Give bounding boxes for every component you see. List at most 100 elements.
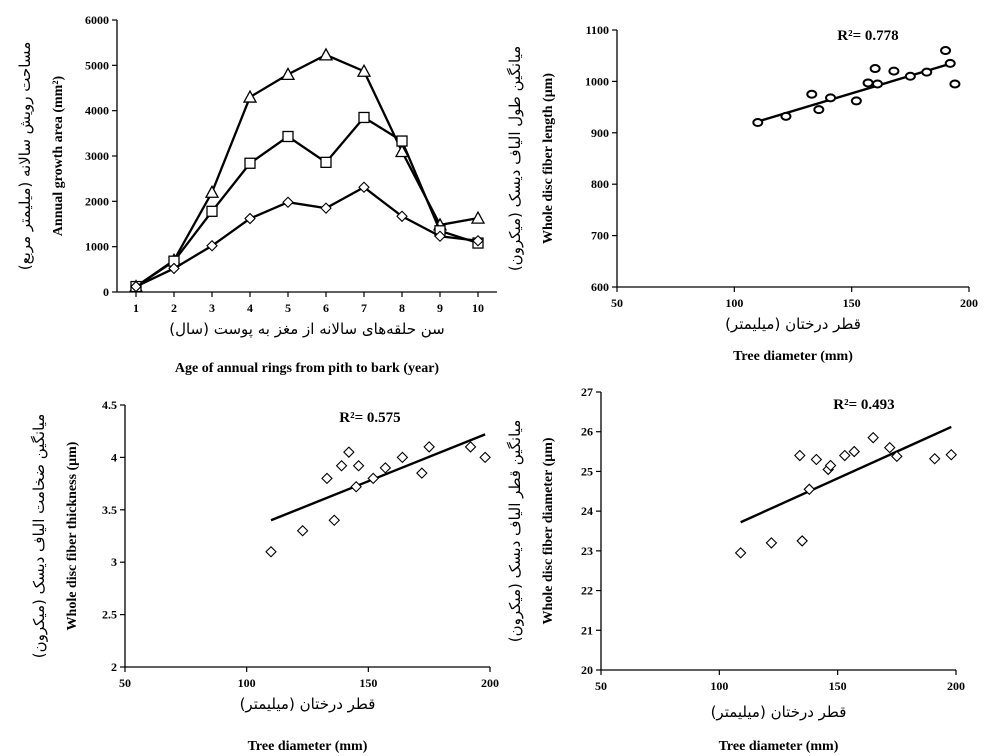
x-tick-label: 50 <box>595 679 607 693</box>
y-tick-label: 2 <box>111 660 117 674</box>
data-point <box>396 135 408 147</box>
y-axis-label: Annual growth area (mm²) <box>51 75 66 236</box>
y-tick-label: 4.5 <box>102 398 117 412</box>
data-point <box>204 184 220 198</box>
chart-panel-3: 2 2.5 3 3.5 4 4.5 50 100 150 200 R²= 0.575 قطر درخت… <box>30 398 499 754</box>
x-tick-label: 50 <box>611 296 623 310</box>
y-tick-label: 22 <box>581 584 593 598</box>
x-tick-label: 5 <box>285 301 291 315</box>
y-axis-label-persian: میانگین قطر الیاف دیسک (میکرون) <box>506 420 524 643</box>
x-tick-label: 150 <box>829 679 847 693</box>
data-point <box>883 441 896 454</box>
x-tick-label: 2 <box>171 301 177 315</box>
y-tick-label: 3.5 <box>102 503 117 517</box>
r-squared-label: R²= 0.778 <box>837 28 898 44</box>
data-point <box>296 524 309 537</box>
data-point <box>464 441 477 453</box>
data-point <box>813 105 825 115</box>
y-tick-label: 23 <box>581 544 593 558</box>
data-point <box>867 431 879 444</box>
y-tick-label: 5000 <box>85 58 109 72</box>
data-point <box>206 239 218 252</box>
data-point <box>780 111 792 121</box>
data-point <box>888 66 900 76</box>
x-axis-label-persian: سن حلقه‌های سالانه از مغز به پوست (سال) <box>169 320 445 339</box>
y-tick-label: 4 <box>111 450 117 464</box>
data-point <box>358 181 370 194</box>
y-tick-label: 0 <box>103 285 109 299</box>
series-line <box>135 185 479 288</box>
data-point <box>130 280 142 293</box>
data-point <box>335 460 348 472</box>
data-point <box>806 89 818 99</box>
data-point <box>367 472 379 485</box>
data-point <box>752 118 764 128</box>
y-tick-label: 25 <box>581 464 593 478</box>
y-tick-label: 1000 <box>585 74 609 88</box>
data-point <box>869 64 881 74</box>
x-tick-label: 50 <box>119 676 131 690</box>
chart-panel-1: 0 1000 2000 3000 4000 5000 6000 1 2 3 4 5 6 7 8 9 10 سن ح… <box>16 13 497 376</box>
x-tick-label: 6 <box>323 301 329 315</box>
data-point <box>318 47 334 61</box>
y-axis-label-persian: میانگین ضخامت الیاف دیسک (میکرون) <box>30 414 48 659</box>
x-tick-label: 150 <box>843 296 861 310</box>
data-point <box>244 212 256 225</box>
data-point <box>848 445 861 458</box>
y-tick-label: 6000 <box>85 13 109 27</box>
data-point <box>416 467 428 479</box>
x-tick-label: 150 <box>359 676 377 690</box>
data-point <box>796 535 808 547</box>
data-point <box>838 449 851 462</box>
data-point <box>320 202 332 214</box>
x-axis-label-persian: قطر درختان (میلیمتر) <box>725 315 861 333</box>
series-triangle <box>128 47 486 293</box>
data-point <box>320 156 332 168</box>
data-point <box>470 210 486 224</box>
x-tick-label: 4 <box>247 301 253 315</box>
x-tick-label: 100 <box>710 679 728 693</box>
x-tick-label: 200 <box>960 296 978 310</box>
data-point <box>423 441 435 453</box>
series-line <box>135 53 479 288</box>
y-tick-label: 4000 <box>85 104 109 118</box>
r-squared-label: R²= 0.575 <box>339 410 400 426</box>
x-tick-label: 8 <box>399 301 405 315</box>
y-tick-label: 900 <box>591 126 609 140</box>
y-tick-label: 24 <box>581 504 593 518</box>
x-axis-label: Tree diameter (mm) <box>719 739 839 754</box>
y-tick-label: 1100 <box>586 23 609 37</box>
x-axis-label: Age of annual rings from pith to bark (y… <box>175 361 440 376</box>
data-point <box>265 545 277 558</box>
chart-panel-2: 600 700 800 900 1000 1100 50 100 150 200 R²= 0.778… <box>506 23 978 364</box>
data-point <box>850 96 862 106</box>
y-axis-label-persian: مساحت رویش سالانه (میلیمتر مربع) <box>16 42 34 270</box>
data-point <box>824 459 837 472</box>
data-point <box>168 262 180 275</box>
x-tick-label: 9 <box>437 301 443 315</box>
y-tick-label: 700 <box>591 229 609 243</box>
data-point <box>356 63 372 77</box>
y-axis-label: Whole disc fiber diameter (μm) <box>541 437 556 624</box>
data-point <box>734 547 747 559</box>
data-point <box>871 79 883 89</box>
data-point <box>242 89 258 103</box>
series-line <box>135 115 479 288</box>
y-axis-label-persian: میانگین طول الیاف دیسک (میکرون) <box>506 46 524 271</box>
data-point <box>350 480 362 493</box>
trend-line <box>270 433 486 522</box>
chart-panel-4: 20 21 22 23 24 25 26 27 50 100 150 200 R²= 0.493 قطر … <box>506 385 965 754</box>
y-tick-label: 600 <box>591 280 609 294</box>
data-point <box>479 451 491 464</box>
y-tick-label: 800 <box>591 177 609 191</box>
data-point <box>282 130 294 143</box>
x-tick-label: 100 <box>725 296 743 310</box>
trend-line <box>740 425 952 524</box>
y-tick-label: 27 <box>581 385 593 399</box>
y-tick-label: 2000 <box>85 194 109 208</box>
x-tick-label: 3 <box>209 301 215 315</box>
data-point <box>472 234 484 247</box>
x-tick-label: 10 <box>472 301 484 315</box>
data-point <box>945 448 958 461</box>
data-point <box>765 537 778 549</box>
